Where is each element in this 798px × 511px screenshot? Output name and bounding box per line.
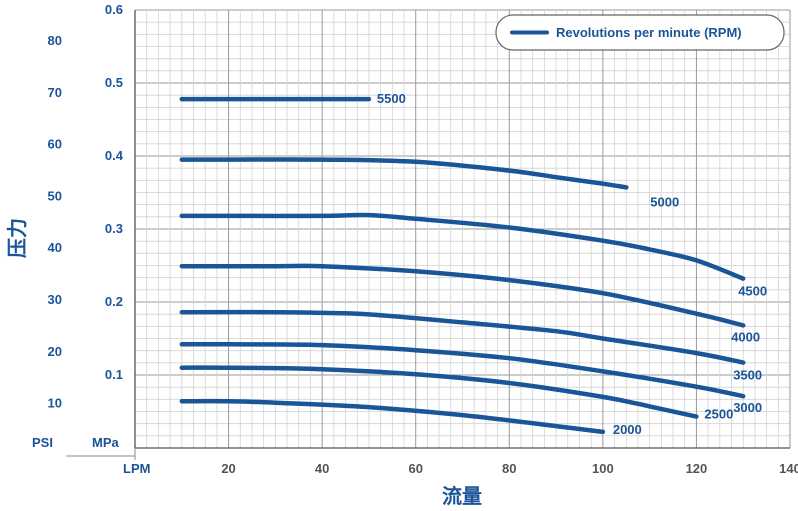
x-tick-label: 40 xyxy=(315,461,329,476)
rpm-curve-4500 xyxy=(179,212,746,281)
rpm-label-3500: 3500 xyxy=(733,368,762,383)
mpa-tick-label: 0.4 xyxy=(105,148,124,163)
axis-lines xyxy=(66,10,790,460)
psi-tick-label: 70 xyxy=(48,85,62,100)
psi-tick-label: 20 xyxy=(48,344,62,359)
rpm-curve-5000 xyxy=(179,157,629,190)
rpm-label-4000: 4000 xyxy=(731,329,760,344)
psi-tick-label: 50 xyxy=(48,188,62,203)
mpa-unit-label: MPa xyxy=(92,435,120,450)
legend-label: Revolutions per minute (RPM) xyxy=(556,25,742,40)
rpm-label-4500: 4500 xyxy=(738,284,767,299)
x-tick-label: 60 xyxy=(408,461,422,476)
x-axis-title: 流量 xyxy=(442,484,482,508)
psi-tick-label: 40 xyxy=(48,240,62,255)
psi-tick-label: 10 xyxy=(48,396,62,411)
psi-tick-label: 60 xyxy=(48,137,62,152)
rpm-label-3000: 3000 xyxy=(733,400,762,415)
rpm-curve-3000 xyxy=(179,342,746,399)
mpa-tick-label: 0.5 xyxy=(105,75,123,90)
x-unit-label: LPM xyxy=(123,461,150,476)
psi-tick-label: 80 xyxy=(48,33,62,48)
x-tick-label: 20 xyxy=(221,461,235,476)
mpa-tick-label: 0.2 xyxy=(105,294,123,309)
chart-legend: Revolutions per minute (RPM) xyxy=(495,14,785,51)
chart-grid xyxy=(134,9,791,449)
rpm-label-5000: 5000 xyxy=(650,194,679,209)
mpa-tick-label: 0.6 xyxy=(105,2,123,17)
rpm-label-2500: 2500 xyxy=(704,407,733,422)
legend-box xyxy=(495,14,785,51)
psi-unit-label: PSI xyxy=(32,435,53,450)
psi-tick-label: 30 xyxy=(48,292,62,307)
mpa-tick-label: 0.1 xyxy=(105,367,123,382)
x-tick-label: 100 xyxy=(592,461,614,476)
rpm-curve-3500 xyxy=(179,309,746,365)
rpm-label-2000: 2000 xyxy=(613,422,642,437)
x-tick-label: 120 xyxy=(686,461,708,476)
mpa-tick-label: 0.3 xyxy=(105,221,123,236)
y-axis-title: 压力 xyxy=(5,218,29,258)
rpm-curve-2000 xyxy=(179,398,606,435)
rpm-curve-2500 xyxy=(179,365,699,419)
tick-labels: 20 40 60 80 100 120 140 0.1 0.2 0.3 0.4 0.5 0.6 10 20 3… xyxy=(48,2,798,476)
rpm-curves xyxy=(179,96,746,435)
rpm-curve-4000 xyxy=(179,263,746,328)
x-tick-label: 140 xyxy=(779,461,798,476)
rpm-label-5500: 5500 xyxy=(377,91,406,106)
x-tick-label: 80 xyxy=(502,461,516,476)
